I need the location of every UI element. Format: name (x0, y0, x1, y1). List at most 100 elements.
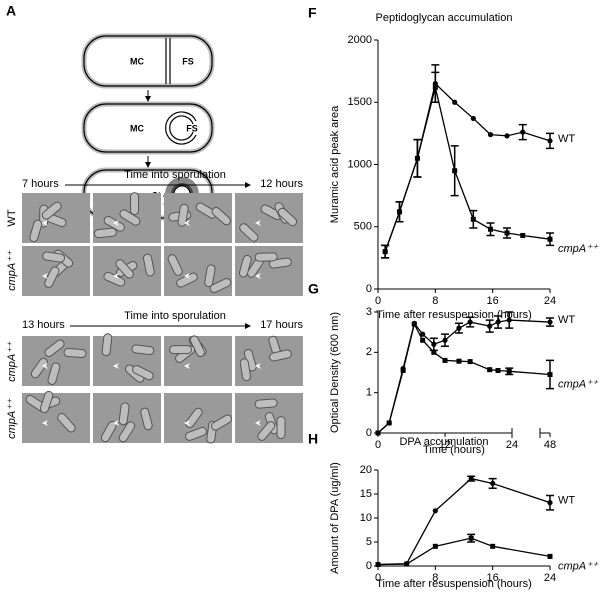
data-point (504, 133, 510, 139)
cell (132, 365, 154, 381)
cell (63, 347, 87, 359)
cell (115, 259, 134, 279)
y-tick-label: 1000 (348, 158, 372, 170)
data-point (547, 138, 553, 144)
cell (44, 266, 60, 288)
data-point (506, 317, 512, 323)
cell (41, 201, 62, 220)
cell (39, 390, 54, 414)
cell (47, 362, 61, 385)
cell (167, 254, 183, 276)
y-tick-label: 500 (354, 221, 372, 233)
data-point (432, 508, 438, 514)
axis-label: Time into sporulation (124, 169, 226, 181)
cell (239, 223, 259, 242)
x-tick-label: 0 (375, 295, 381, 307)
row-label: cmpA⁺⁺ (6, 398, 18, 439)
arrowhead (255, 273, 261, 279)
axis-label: Time into sporulation (124, 310, 226, 322)
x-axis-label: Time (hours) (423, 444, 485, 456)
x-tick-label: 16 (487, 295, 499, 307)
cell (101, 333, 113, 357)
series-label: WT (558, 133, 575, 145)
cell (142, 253, 155, 277)
cell (209, 278, 232, 293)
time-label: 13 hours (22, 319, 65, 331)
series-label: cmpA⁺⁺ (558, 378, 599, 390)
x-tick-label: 48 (544, 439, 556, 451)
panel-label: G (308, 281, 319, 297)
data-point (400, 367, 406, 373)
data-point (504, 230, 510, 236)
cell (42, 251, 66, 263)
data-point (495, 319, 501, 325)
series-line (384, 82, 551, 252)
x-tick-label: 24 (544, 295, 556, 307)
arrowhead (255, 220, 261, 226)
data-point (431, 349, 437, 355)
data-point (382, 249, 388, 255)
data-point (404, 561, 410, 567)
x-tick-label: 8 (432, 572, 438, 584)
data-point (375, 430, 381, 436)
panel-label: H (308, 431, 318, 447)
y-tick-label: 15 (360, 488, 372, 500)
cell (238, 254, 252, 278)
y-axis-label: Optical Density (600 nm) (329, 312, 341, 433)
y-tick-label: 2000 (348, 34, 372, 46)
chart-title: DPA accumulation (399, 436, 488, 448)
series-label: cmpA⁺⁺ (558, 243, 599, 255)
x-tick-label: 24 (506, 439, 518, 451)
panel-label: B (8, 195, 18, 211)
chart-title: Peptidoglycan accumulation (376, 12, 513, 24)
cell (169, 345, 193, 355)
x-tick-label: 0 (375, 439, 381, 451)
cell (269, 349, 292, 362)
y-tick-label: 0 (366, 427, 372, 439)
data-point (375, 562, 381, 568)
y-tick-label: 10 (360, 512, 372, 524)
cell (119, 209, 141, 226)
arrowhead (42, 220, 48, 226)
data-point (520, 232, 526, 238)
cell (29, 219, 43, 243)
cell (239, 358, 251, 382)
data-point (386, 420, 392, 426)
data-point (452, 168, 458, 174)
data-point (456, 358, 462, 364)
cell (257, 421, 276, 441)
data-point (495, 367, 501, 373)
arrowhead (113, 420, 119, 426)
x-tick-label: 16 (487, 572, 499, 584)
series-label: WT (558, 495, 575, 507)
arrowhead (184, 220, 190, 226)
data-point (420, 337, 426, 343)
arrowhead (113, 220, 119, 226)
cell (44, 339, 65, 357)
x-tick-label: 8 (432, 295, 438, 307)
data-point (547, 319, 553, 325)
data-point (432, 84, 438, 90)
data-point (547, 500, 553, 506)
arrowhead (184, 273, 190, 279)
cell (211, 206, 232, 226)
y-axis-label: Muramic acid peak area (329, 105, 341, 223)
diagram-label: MC (130, 56, 144, 66)
data-point (467, 359, 473, 365)
y-tick-label: 2 (366, 346, 372, 358)
time-label: 17 hours (260, 319, 303, 331)
cell (254, 398, 278, 409)
time-label: 12 hours (260, 178, 303, 190)
data-point (470, 216, 476, 222)
data-point (470, 115, 476, 122)
diagram-label: MC (130, 123, 144, 133)
data-point (520, 129, 526, 135)
y-tick-label: 20 (360, 464, 372, 476)
x-axis-label: Time after resuspension (hours) (376, 578, 532, 590)
data-point (506, 368, 512, 374)
arrowhead (42, 273, 48, 279)
cell (184, 426, 208, 441)
data-point (467, 319, 473, 325)
arrowhead (184, 420, 190, 426)
panel-label: D (8, 337, 18, 353)
